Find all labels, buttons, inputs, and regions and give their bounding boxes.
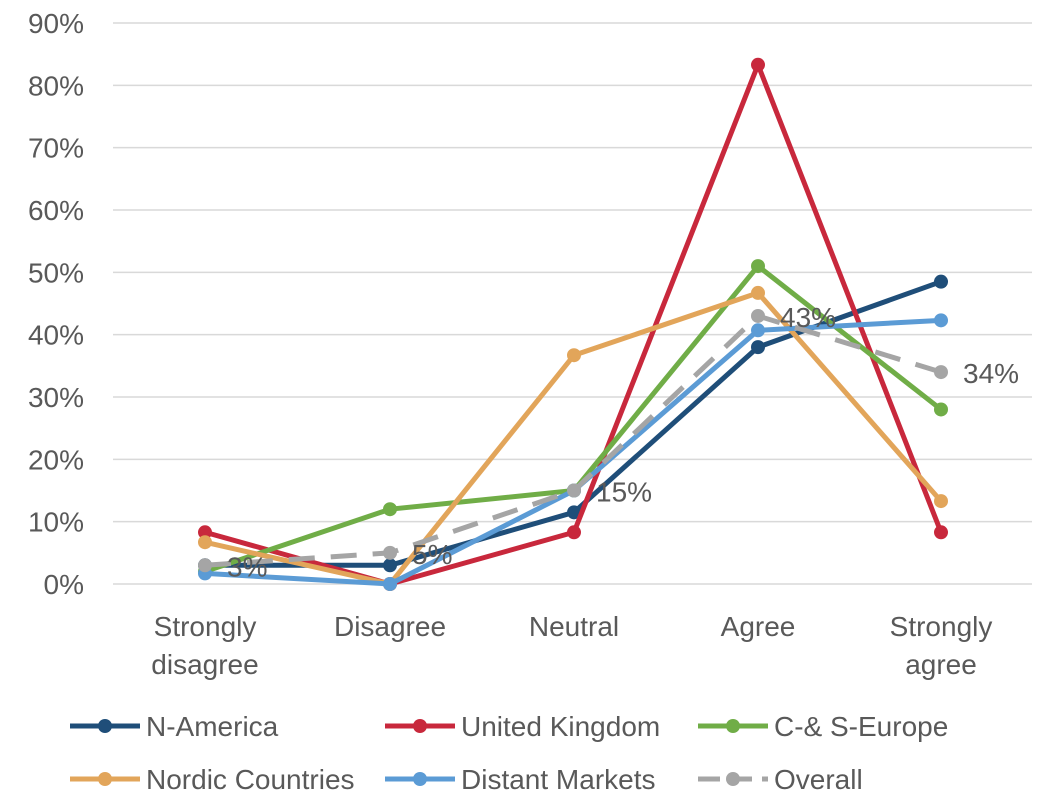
- data-point: [198, 535, 212, 550]
- legend-item: Distant Markets: [385, 764, 656, 795]
- data-label: 43%: [780, 302, 836, 333]
- legend-label: Nordic Countries: [146, 764, 355, 795]
- data-point: [751, 323, 765, 338]
- y-tick-label: 30%: [28, 382, 84, 413]
- data-point: [567, 505, 581, 520]
- y-tick-label: 60%: [28, 195, 84, 226]
- y-axis-tick-labels: 0% 10% 20% 30% 40% 50% 60% 70% 80% 90%: [28, 8, 84, 600]
- series-lines: [198, 57, 948, 591]
- x-category-label-line: agree: [905, 649, 977, 680]
- legend-swatch-marker: [413, 719, 427, 733]
- data-label: 34%: [963, 358, 1019, 389]
- x-category-label: Strongly agree: [890, 611, 993, 680]
- data-point: [751, 57, 765, 72]
- legend: N-America United Kingdom C-& S-Europe Nordi…: [70, 711, 948, 795]
- x-category-label: Strongly disagree: [151, 611, 258, 680]
- data-point: [751, 308, 765, 323]
- data-point: [934, 494, 948, 509]
- data-point: [751, 285, 765, 300]
- data-point: [383, 577, 397, 591]
- legend-item: C-& S-Europe: [698, 711, 948, 742]
- data-point: [383, 558, 397, 573]
- data-point: [383, 502, 397, 517]
- legend-swatch-marker: [98, 772, 112, 786]
- data-point: [934, 365, 948, 380]
- legend-item: United Kingdom: [385, 711, 660, 742]
- data-point: [934, 525, 948, 540]
- x-category-label-line: Agree: [721, 611, 796, 642]
- series-line: [202, 290, 944, 587]
- y-tick-label: 10%: [28, 507, 84, 538]
- x-category-label-line: disagree: [151, 649, 258, 680]
- data-labels: 3% 5% 15% 43% 34%: [227, 302, 1019, 582]
- data-point: [198, 558, 212, 573]
- data-point: [751, 259, 765, 274]
- x-axis-category-labels: Strongly disagree Disagree Neutral Agree Stro…: [151, 611, 992, 680]
- series-overall: [198, 308, 948, 573]
- x-category-label-line: Strongly: [154, 611, 257, 642]
- y-tick-label: 90%: [28, 8, 84, 39]
- x-category-label: Agree: [721, 611, 796, 642]
- data-point: [567, 348, 581, 363]
- y-tick-label: 50%: [28, 257, 84, 288]
- gridlines: [113, 22, 1032, 585]
- data-label: 3%: [227, 551, 267, 582]
- data-point: [567, 483, 581, 498]
- data-point: [934, 402, 948, 417]
- legend-item: Nordic Countries: [70, 764, 355, 795]
- x-category-label-line: Strongly: [890, 611, 993, 642]
- legend-swatch-marker: [726, 719, 740, 733]
- legend-label: United Kingdom: [461, 711, 660, 742]
- legend-swatch-marker: [413, 772, 427, 786]
- data-point: [383, 545, 397, 560]
- legend-label: Distant Markets: [461, 764, 656, 795]
- x-category-label: Neutral: [529, 611, 619, 642]
- legend-item: N-America: [70, 711, 279, 742]
- data-label: 15%: [596, 477, 652, 508]
- x-category-label-line: Disagree: [334, 611, 446, 642]
- legend-label: N-America: [146, 711, 279, 742]
- data-point: [934, 313, 948, 328]
- data-point: [567, 525, 581, 540]
- data-label: 5%: [412, 539, 452, 570]
- legend-item: Overall: [698, 764, 863, 795]
- data-point: [198, 525, 212, 540]
- legend-label: Overall: [774, 764, 863, 795]
- y-tick-label: 0%: [44, 569, 84, 600]
- legend-swatch-marker: [98, 719, 112, 733]
- y-tick-label: 20%: [28, 444, 84, 475]
- legend-swatch-marker: [726, 772, 740, 786]
- y-tick-label: 40%: [28, 320, 84, 351]
- data-point: [751, 340, 765, 355]
- y-tick-label: 70%: [28, 133, 84, 164]
- x-category-label-line: Neutral: [529, 611, 619, 642]
- x-category-label: Disagree: [334, 611, 446, 642]
- legend-label: C-& S-Europe: [774, 711, 948, 742]
- y-tick-label: 80%: [28, 70, 84, 101]
- data-point: [934, 274, 948, 289]
